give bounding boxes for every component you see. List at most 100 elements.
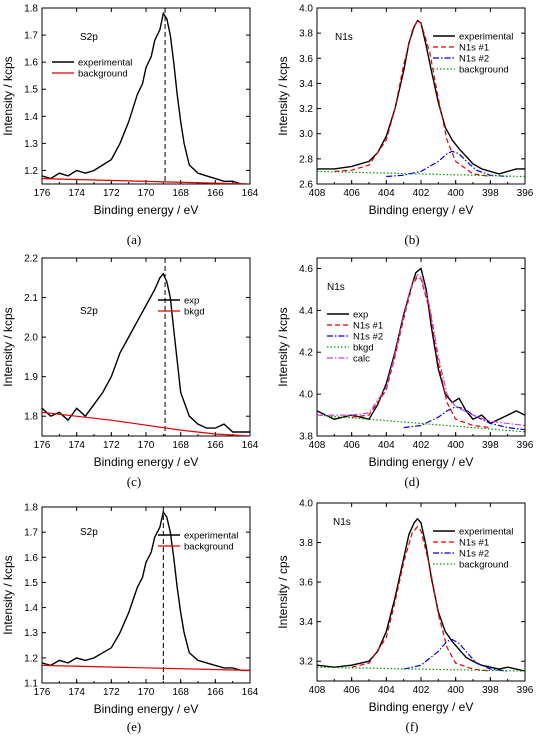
legend-label: calc [353, 354, 370, 365]
series-line-calc [317, 273, 525, 427]
legend-label: experimental [184, 531, 238, 542]
x-tick-label: 166 [207, 440, 224, 451]
peak-annotation: S2p [80, 527, 98, 538]
legend-label: background [184, 542, 234, 553]
caption-b: (b) [404, 232, 420, 247]
chart-panel-d: 408 406 404 402 400 398 396 3.8 4.0 4.2 4.4 4.6 Bind… [276, 257, 534, 469]
legend-label: N1s #1 [353, 321, 383, 332]
caption-f: (f) [405, 719, 419, 734]
y-tick-label: 4.0 [299, 499, 313, 510]
series-line-exp [42, 272, 250, 433]
y-tick-label: 3.0 [299, 129, 313, 140]
caption-e: (e) [126, 719, 142, 734]
x-tick-label: 402 [413, 685, 430, 696]
series-line-bkgd [42, 411, 250, 436]
y-tick-label: 4.0 [299, 390, 313, 401]
legend-label: N1s #2 [459, 549, 489, 560]
chart-panel-c: 176 174 172 170 168 166 164 1.8 1.9 2.0 2.1 2.2 Bind… [1, 254, 259, 470]
x-tick-label: 406 [343, 440, 360, 451]
y-tick-label: 2.2 [24, 254, 38, 265]
y-tick-label: 3.6 [299, 578, 313, 589]
x-tick-label: 170 [138, 687, 155, 698]
x-axis-label: Binding energy / eV [94, 702, 199, 716]
x-tick-label: 402 [413, 440, 430, 451]
legend-label: background [78, 69, 128, 80]
y-tick-label: 1.8 [24, 4, 38, 15]
x-tick-label: 396 [517, 685, 534, 696]
legend-label: exp [184, 296, 199, 307]
y-tick-label: 4.0 [299, 4, 313, 15]
series-line-n1s-2 [403, 638, 508, 672]
y-tick-label: 2.8 [299, 154, 313, 165]
series-line-background [42, 178, 247, 184]
peak-annotation: N1s [327, 282, 345, 293]
y-axis-label: Intensity / kcps [276, 56, 290, 135]
legend-label: bkgd [353, 343, 374, 354]
y-tick-label: 1.3 [24, 628, 38, 639]
series-line-experimental [42, 510, 250, 672]
y-tick-label: 1.8 [24, 412, 38, 423]
legend-label: experimental [459, 32, 513, 43]
y-tick-label: 3.8 [299, 29, 313, 40]
caption-d: (d) [404, 474, 420, 489]
x-tick-label: 172 [103, 440, 120, 451]
series-line-n1s-2 [403, 406, 525, 431]
x-tick-label: 174 [68, 687, 85, 698]
y-tick-label: 1.5 [24, 85, 38, 96]
legend-label: experimental [78, 58, 132, 69]
series-line-n1s-1 [351, 525, 491, 672]
y-tick-label: 1.2 [24, 166, 38, 177]
x-tick-label: 170 [138, 440, 155, 451]
x-tick-label: 164 [242, 188, 259, 199]
x-tick-label: 174 [68, 440, 85, 451]
y-tick-label: 1.4 [24, 603, 38, 614]
legend-label: background [459, 560, 509, 571]
x-tick-label: 164 [242, 440, 259, 451]
y-tick-label: 1.8 [24, 503, 38, 514]
y-tick-label: 3.6 [299, 54, 313, 65]
y-tick-label: 2.0 [24, 333, 38, 344]
x-tick-label: 168 [172, 687, 189, 698]
y-tick-label: 3.8 [299, 432, 313, 443]
y-tick-label: 3.4 [299, 79, 313, 90]
y-tick-label: 1.7 [24, 31, 38, 42]
y-tick-label: 4.4 [299, 306, 313, 317]
legend-label: N1s #1 [459, 538, 489, 549]
x-axis-label: Binding energy / eV [369, 700, 474, 714]
y-tick-label: 1.5 [24, 578, 38, 589]
series-line-experimental [317, 19, 525, 175]
chart-panel-b: 408 406 404 402 400 398 396 2.6 2.8 3.0 3.2 3.4 3.6 3… [276, 4, 534, 218]
y-axis-label: Intensity / cps [276, 555, 290, 628]
x-tick-label: 396 [517, 440, 534, 451]
series-line-bkgd [317, 414, 525, 433]
chart-panel-f: 408 406 404 402 400 398 396 3.2 3.4 3.6 3.8 4.0 Bind… [276, 499, 534, 715]
x-tick-label: 404 [378, 188, 395, 199]
series-line-n1s-2 [386, 150, 508, 178]
series-line-experimental [317, 517, 525, 672]
x-axis-label: Binding energy / eV [369, 203, 474, 217]
x-tick-label: 168 [172, 440, 189, 451]
chart-panel-e: 176 174 172 170 168 166 164 1.1 1.2 1.3 1.4 1.5 1.6 1… [1, 503, 259, 717]
y-tick-label: 1.4 [24, 112, 38, 123]
y-tick-label: 3.2 [299, 104, 313, 115]
x-axis-label: Binding energy / eV [94, 203, 199, 217]
y-tick-label: 3.2 [299, 657, 313, 668]
legend-label: exp [353, 310, 368, 321]
x-tick-label: 400 [447, 685, 464, 696]
y-tick-label: 1.9 [24, 372, 38, 383]
x-axis-label: Binding energy / eV [369, 455, 474, 469]
x-tick-label: 168 [172, 188, 189, 199]
x-tick-label: 396 [517, 188, 534, 199]
x-tick-label: 166 [207, 188, 224, 199]
y-tick-label: 2.6 [299, 180, 313, 191]
y-tick-label: 2.1 [24, 293, 38, 304]
peak-annotation: N1s [335, 32, 353, 43]
peak-annotation: S2p [80, 306, 98, 317]
x-tick-label: 404 [378, 440, 395, 451]
x-axis-label: Binding energy / eV [94, 455, 199, 469]
y-axis-label: Intensity / kcps [1, 56, 15, 135]
x-tick-label: 398 [482, 188, 499, 199]
x-tick-label: 406 [343, 685, 360, 696]
x-tick-label: 400 [447, 188, 464, 199]
